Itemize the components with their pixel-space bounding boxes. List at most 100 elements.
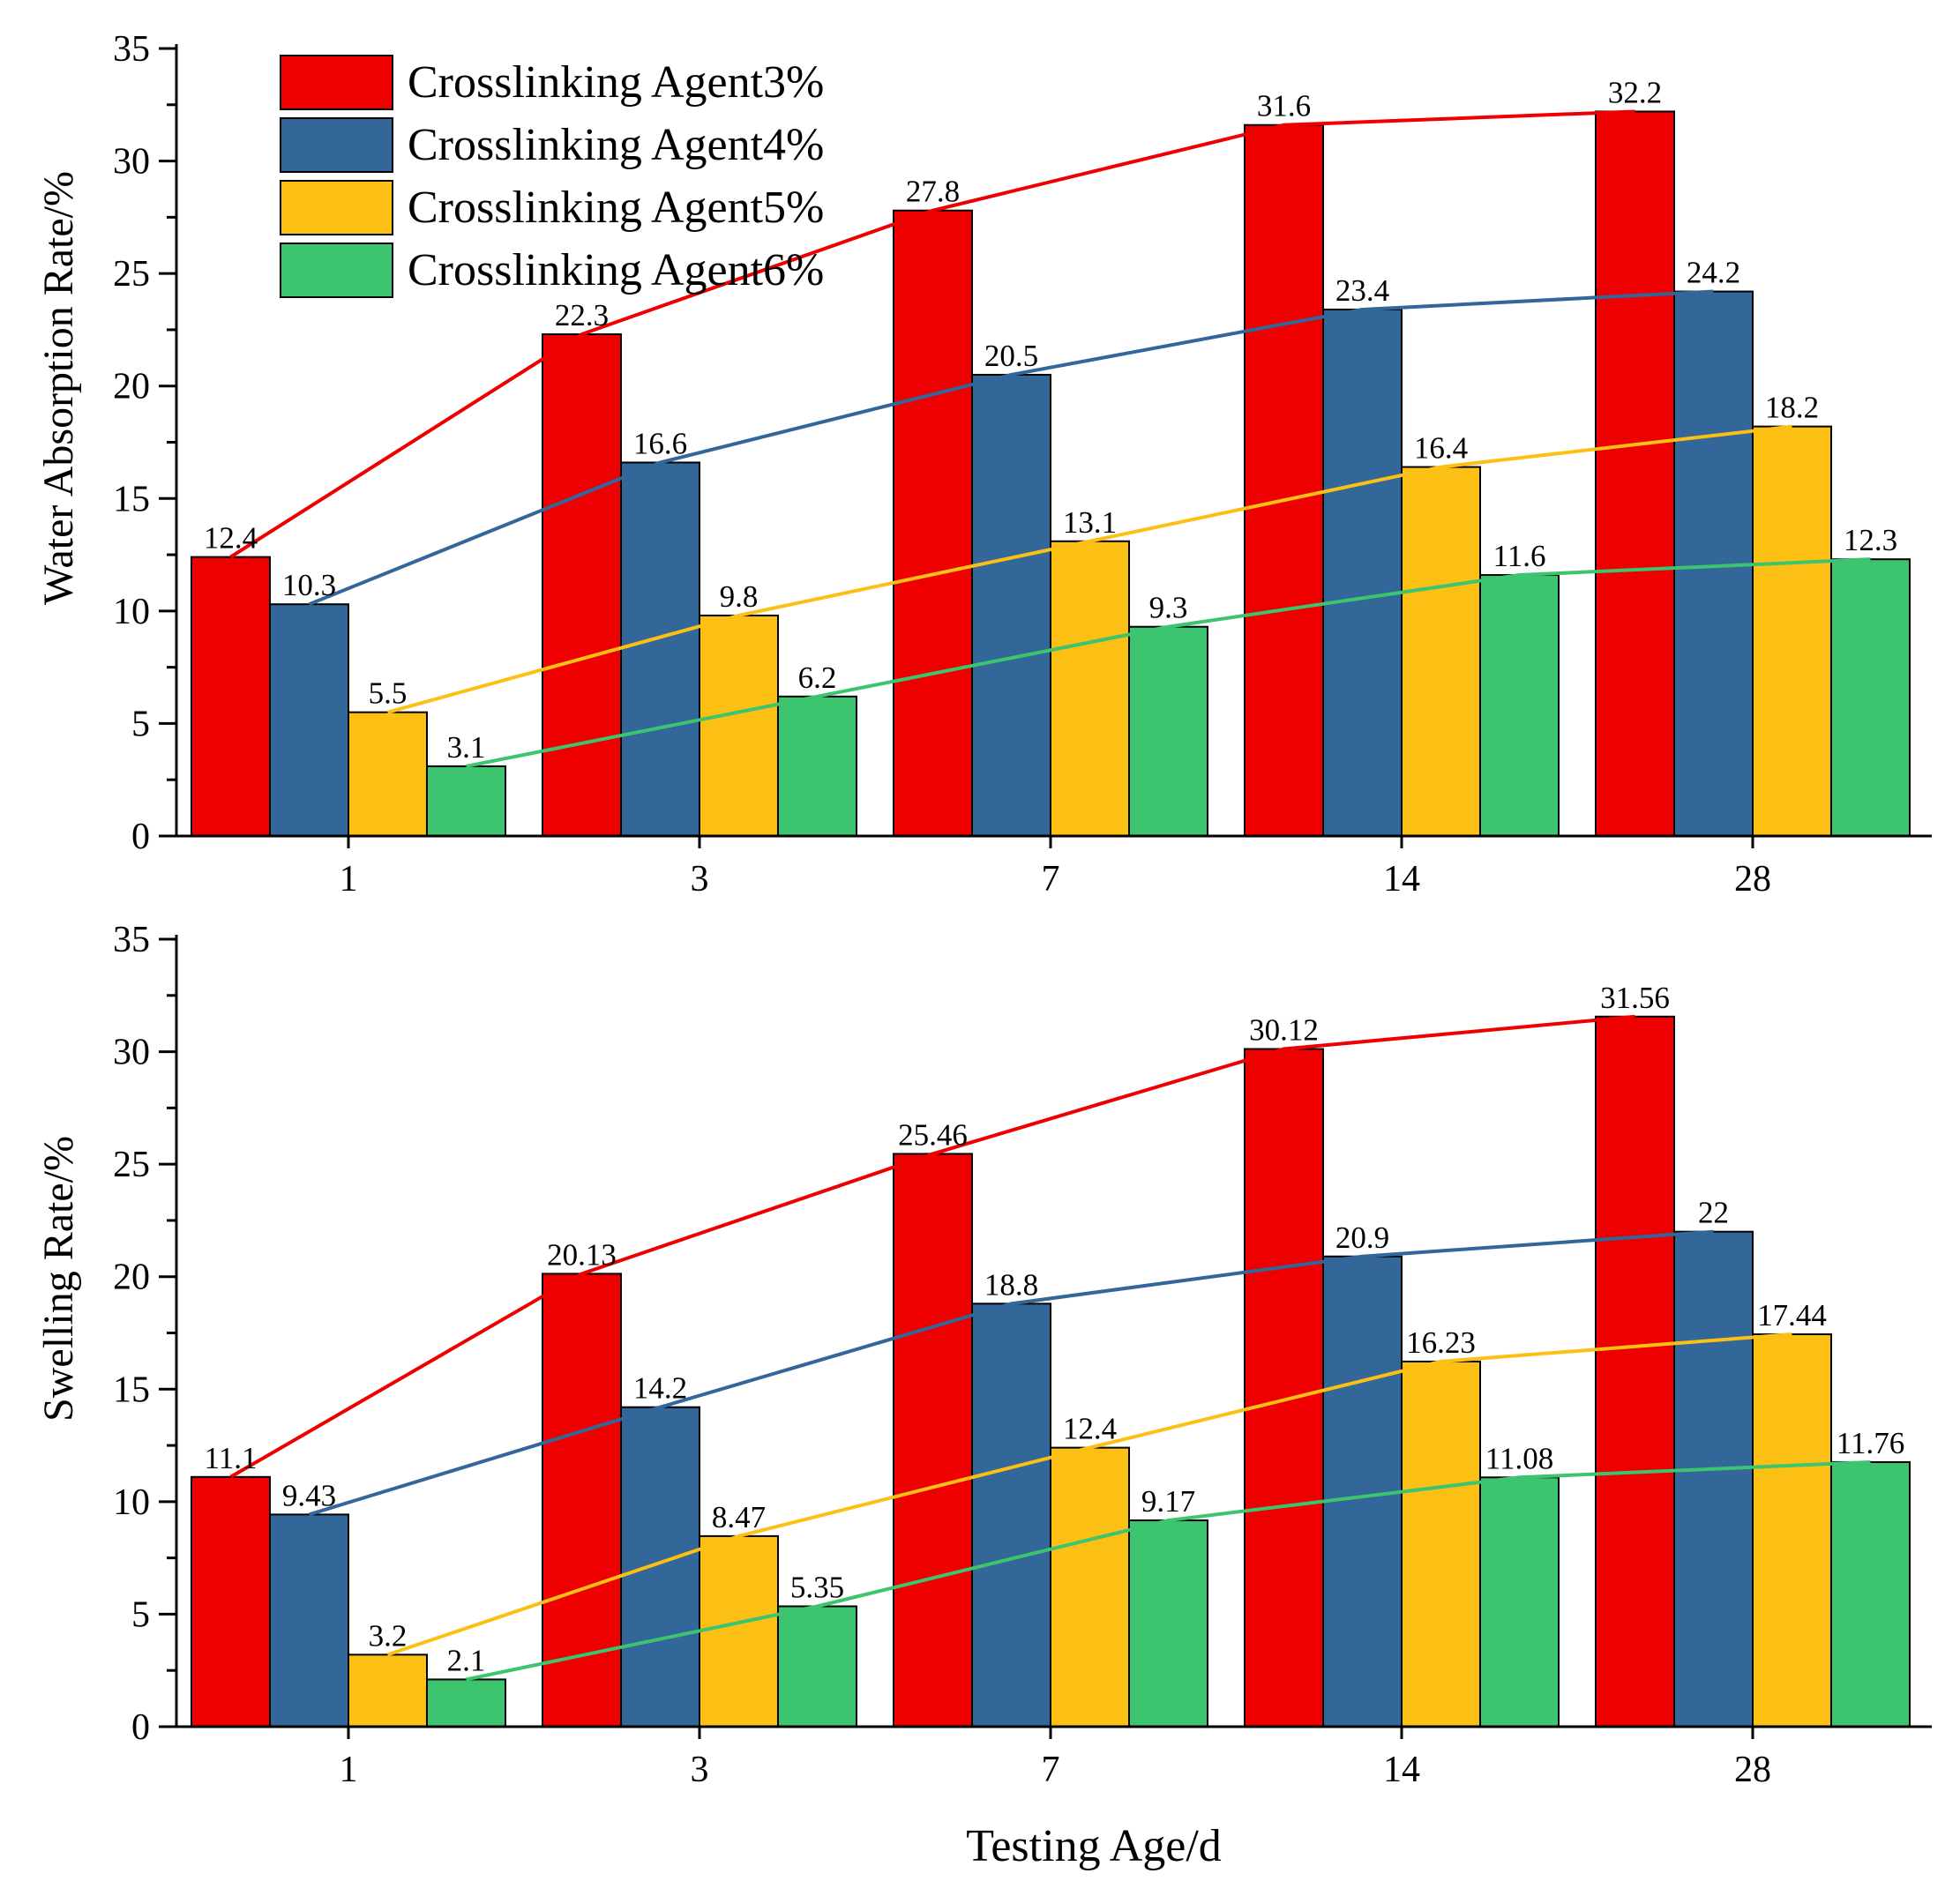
x-axis-title: Testing Age/d bbox=[966, 1821, 1222, 1871]
bottom-data-label-s1-c4: 30.12 bbox=[1249, 1013, 1319, 1048]
swelling-rate-chart: 11.1 20.13 25.46 30.12 31.56 9.43 14.2 18.8 20.9… bbox=[35, 920, 1932, 1790]
bottom-bar-s2-c5 bbox=[1673, 1230, 1754, 1728]
bottom-trend-line-s4 bbox=[466, 1459, 1871, 1682]
top-data-label-s4-c5: 12.3 bbox=[1844, 523, 1897, 557]
bottom-y-axis-title: Swelling Rate/% bbox=[35, 1136, 82, 1422]
top-data-label-s1-c3: 27.8 bbox=[906, 175, 960, 209]
top-x-tick-label-3: 3 bbox=[691, 859, 709, 899]
legend: Crosslinking Agent3% Crosslinking Agent4%… bbox=[280, 55, 824, 298]
legend-swatch-s1 bbox=[280, 55, 393, 110]
top-y-tick-label-30: 30 bbox=[113, 142, 150, 183]
bottom-bar-s2-c2 bbox=[620, 1406, 700, 1728]
top-bar-s1-c2 bbox=[542, 333, 622, 837]
top-y-tick-label-15: 15 bbox=[113, 479, 150, 519]
top-bar-s4-c4 bbox=[1479, 574, 1560, 838]
water-absorption-chart: 12.4 22.3 27.8 31.6 32.2 10.3 16.6 20.5 23.4 24.2… bbox=[35, 29, 1932, 899]
top-data-label-s2-c2: 16.6 bbox=[633, 426, 687, 460]
bottom-data-label-s1-c5: 31.56 bbox=[1600, 981, 1670, 1015]
bottom-y-tick-label-15: 15 bbox=[113, 1370, 150, 1410]
bottom-x-tick-label-14: 14 bbox=[1383, 1750, 1420, 1790]
bottom-data-label-s1-c3: 25.46 bbox=[898, 1117, 968, 1152]
bottom-x-tick-label-3: 3 bbox=[691, 1750, 709, 1790]
bottom-bar-s4-c4 bbox=[1479, 1476, 1560, 1728]
top-y-tick-label-20: 20 bbox=[113, 367, 150, 407]
top-y-tick-label-10: 10 bbox=[113, 592, 150, 632]
bottom-bar-s4-c5 bbox=[1830, 1460, 1911, 1728]
bottom-y-tick-label-10: 10 bbox=[113, 1482, 150, 1523]
top-data-label-s3-c3: 13.1 bbox=[1063, 505, 1117, 540]
top-y-axis-title: Water Absorption Rate/% bbox=[35, 171, 82, 605]
bottom-trend-line-s2 bbox=[308, 1229, 1714, 1517]
top-data-label-s1-c1: 12.4 bbox=[204, 521, 258, 556]
top-bar-s2-c3 bbox=[971, 373, 1051, 837]
legend-swatch-s2 bbox=[280, 117, 393, 173]
top-trend-line-s3 bbox=[386, 424, 1792, 714]
bottom-data-label-s3-c1: 3.2 bbox=[369, 1618, 408, 1653]
top-bar-s4-c1 bbox=[426, 765, 506, 837]
bottom-bar-s3-c4 bbox=[1401, 1360, 1481, 1728]
bottom-y-tick-label-20: 20 bbox=[113, 1258, 150, 1298]
top-y-tick-label-5: 5 bbox=[131, 704, 150, 744]
top-x-tick-label-1: 1 bbox=[340, 859, 358, 899]
bottom-x-tick-label-1: 1 bbox=[340, 1750, 358, 1790]
bottom-bar-s3-c1 bbox=[348, 1653, 428, 1728]
top-data-label-s1-c4: 31.6 bbox=[1257, 89, 1311, 123]
bottom-data-label-s4-c3: 9.17 bbox=[1141, 1484, 1195, 1519]
bottom-data-label-s4-c4: 11.08 bbox=[1485, 1441, 1553, 1475]
top-bar-s2-c2 bbox=[620, 461, 700, 837]
bottom-bar-s4-c1 bbox=[426, 1678, 506, 1728]
top-data-label-s1-c2: 22.3 bbox=[555, 298, 609, 332]
top-bar-s4-c3 bbox=[1128, 625, 1208, 838]
bottom-bar-s2-c3 bbox=[971, 1303, 1051, 1728]
top-bar-s1-c1 bbox=[191, 556, 271, 837]
top-bar-s4-c2 bbox=[777, 695, 857, 837]
legend-swatch-s4 bbox=[280, 243, 393, 298]
legend-swatch-s3 bbox=[280, 180, 393, 235]
legend-label-s2: Crosslinking Agent4% bbox=[408, 120, 824, 170]
top-data-label-s3-c2: 9.8 bbox=[720, 579, 759, 614]
top-bar-s3-c5 bbox=[1752, 425, 1832, 837]
top-data-label-s2-c1: 10.3 bbox=[282, 568, 336, 602]
bottom-data-label-s2-c1: 9.43 bbox=[282, 1478, 336, 1512]
bottom-bar-s1-c5 bbox=[1595, 1015, 1675, 1728]
top-bar-s3-c3 bbox=[1050, 540, 1130, 838]
top-x-tick-label-7: 7 bbox=[1042, 859, 1060, 899]
top-bar-s2-c4 bbox=[1322, 308, 1403, 838]
top-y-tick-label-35: 35 bbox=[113, 29, 150, 70]
bottom-data-label-s3-c3: 12.4 bbox=[1063, 1412, 1117, 1446]
bottom-y-tick-label-25: 25 bbox=[113, 1145, 150, 1185]
top-bar-s2-c1 bbox=[269, 603, 349, 838]
top-data-label-s2-c5: 24.2 bbox=[1687, 256, 1740, 290]
bottom-data-label-s4-c2: 5.35 bbox=[790, 1570, 844, 1604]
bottom-bar-s3-c2 bbox=[699, 1534, 779, 1728]
top-data-label-s3-c1: 5.5 bbox=[369, 676, 408, 711]
top-bar-s4-c5 bbox=[1830, 558, 1911, 837]
bottom-bar-s1-c1 bbox=[191, 1475, 271, 1728]
bottom-bar-s2-c1 bbox=[269, 1513, 349, 1728]
top-data-label-s2-c3: 20.5 bbox=[984, 339, 1038, 373]
bottom-data-label-s3-c4: 16.23 bbox=[1406, 1325, 1476, 1360]
bottom-y-tick-label-5: 5 bbox=[131, 1594, 150, 1635]
bottom-data-label-s2-c4: 20.9 bbox=[1335, 1220, 1389, 1255]
top-bar-s1-c3 bbox=[893, 209, 973, 837]
top-data-label-s3-c4: 16.4 bbox=[1414, 431, 1468, 466]
bottom-data-label-s3-c5: 17.44 bbox=[1757, 1298, 1827, 1332]
bottom-data-label-s4-c5: 11.76 bbox=[1837, 1426, 1904, 1460]
bottom-bar-s3-c3 bbox=[1050, 1446, 1130, 1728]
legend-label-s3: Crosslinking Agent5% bbox=[408, 183, 824, 233]
bottom-y-tick-label-0: 0 bbox=[131, 1707, 150, 1748]
top-data-label-s1-c5: 32.2 bbox=[1608, 75, 1662, 109]
bottom-data-label-s4-c1: 2.1 bbox=[447, 1643, 486, 1677]
top-y-tick-label-25: 25 bbox=[113, 254, 150, 295]
legend-label-s1: Crosslinking Agent3% bbox=[408, 57, 824, 108]
bottom-bar-s4-c3 bbox=[1128, 1519, 1208, 1728]
bottom-data-label-s1-c2: 20.13 bbox=[547, 1237, 617, 1272]
bottom-y-tick-label-35: 35 bbox=[113, 920, 150, 960]
top-data-label-s4-c3: 9.3 bbox=[1149, 591, 1188, 625]
bottom-x-tick-label-7: 7 bbox=[1042, 1750, 1060, 1790]
bottom-y-tick-label-30: 30 bbox=[113, 1033, 150, 1073]
top-data-label-s2-c4: 23.4 bbox=[1335, 273, 1389, 308]
top-bar-s3-c4 bbox=[1401, 466, 1481, 838]
bottom-data-label-s3-c2: 8.47 bbox=[712, 1500, 766, 1534]
